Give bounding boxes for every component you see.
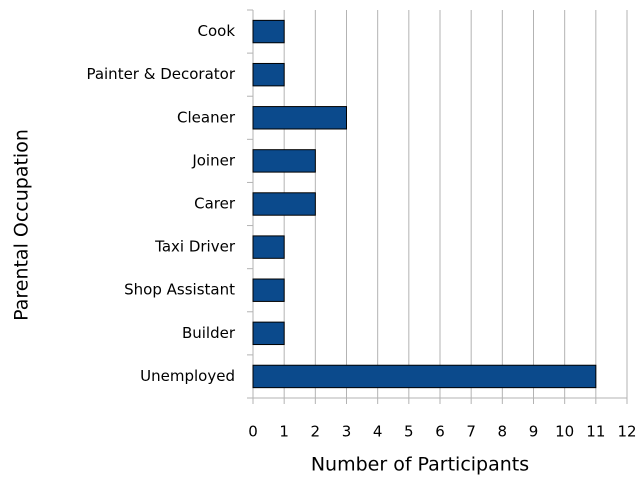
- y-tick-label: Builder: [182, 324, 236, 342]
- bar: [252, 278, 285, 302]
- y-tick-label: Cook: [197, 22, 235, 40]
- x-tick-label: 4: [373, 423, 383, 441]
- y-tick-label: Unemployed: [140, 367, 235, 385]
- x-tick-label: 11: [586, 423, 605, 441]
- bar: [252, 192, 316, 216]
- x-tick-label: 8: [498, 423, 508, 441]
- x-tick-label: 5: [404, 423, 414, 441]
- x-tick-label: 1: [279, 423, 289, 441]
- bar: [252, 364, 597, 389]
- bar: [252, 62, 285, 87]
- x-tick-label: 3: [342, 423, 352, 441]
- bar: [252, 19, 285, 44]
- x-tick-label: 9: [529, 423, 539, 441]
- x-tick-label: 2: [311, 423, 321, 441]
- x-tick-label: 7: [466, 423, 476, 441]
- y-tick-label: Shop Assistant: [124, 281, 235, 299]
- y-tick-label: Taxi Driver: [154, 238, 236, 256]
- x-tick-label: 12: [617, 423, 636, 441]
- bar: [252, 321, 285, 346]
- bar: [252, 149, 316, 173]
- y-tick-label: Cleaner: [177, 108, 236, 126]
- y-axis-title: Parental Occupation: [11, 129, 33, 321]
- x-axis-title: Number of Participants: [311, 454, 529, 476]
- y-tick-label: Painter & Decorator: [86, 65, 235, 83]
- x-tick-label: 0: [248, 423, 258, 441]
- y-tick-label: Carer: [194, 195, 236, 213]
- y-tick-label: Joiner: [191, 151, 236, 169]
- bar: [252, 235, 285, 259]
- x-tick-label: 10: [555, 423, 574, 441]
- bar: [252, 106, 347, 130]
- x-tick-label: 6: [435, 423, 445, 441]
